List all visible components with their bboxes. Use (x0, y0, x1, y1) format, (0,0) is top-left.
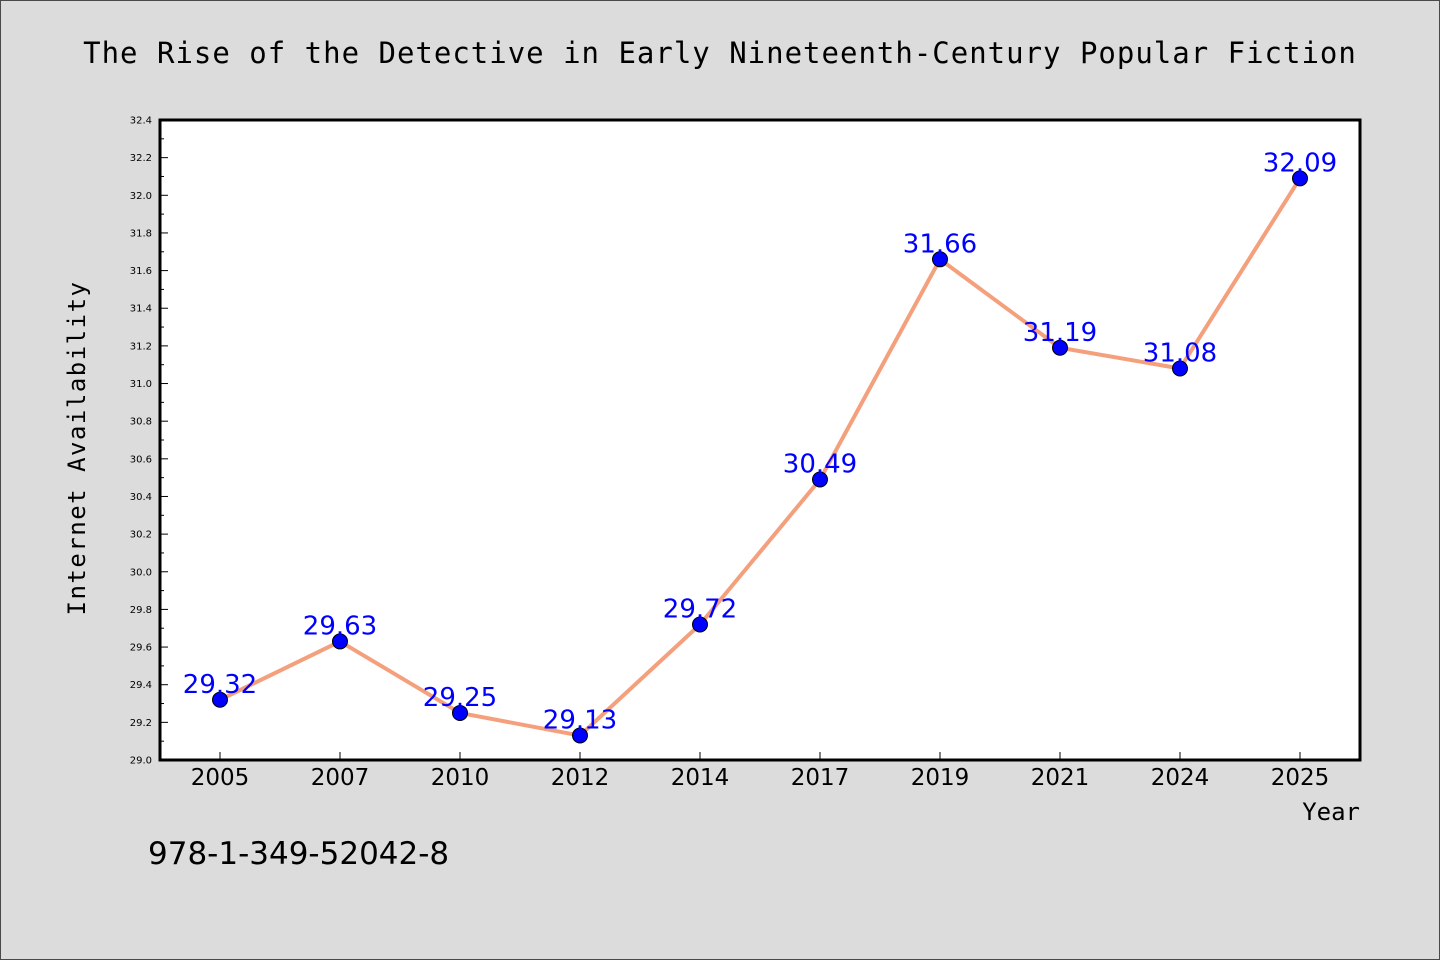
x-tick-label: 2019 (911, 765, 970, 791)
series-data-labels: 29.32 29.63 29.25 29.13 29.72 30.49 31.66 31.19… (183, 148, 1337, 735)
plot-border (158, 118, 1362, 762)
y-tick-label: 30.4 (130, 492, 152, 503)
data-label: 29.63 (303, 611, 377, 641)
data-label: 32.09 (1263, 148, 1337, 178)
data-point-marker (692, 616, 708, 633)
x-tick-label: 2014 (671, 765, 730, 791)
y-tick-label: 31.4 (130, 304, 152, 315)
x-tick-label: 2025 (1271, 765, 1330, 791)
x-axis-title: Year (1302, 798, 1360, 826)
data-label: 31.08 (1143, 338, 1217, 368)
y-tick-label: 31.0 (130, 379, 152, 390)
y-tick-label: 31.6 (130, 266, 152, 277)
data-label: 31.19 (1023, 318, 1097, 348)
data-point-marker (812, 471, 828, 488)
x-tick-label: 2021 (1031, 765, 1090, 791)
isbn-annotation: 978-1-349-52042-8 (148, 836, 449, 872)
y-tick-label: 30.6 (130, 454, 152, 465)
y-tick-label: 29.0 (130, 756, 152, 767)
data-label: 29.72 (663, 594, 737, 624)
series-line-path (219, 177, 1302, 738)
x-tick-label: 2007 (311, 765, 370, 791)
data-label: 29.32 (183, 670, 257, 700)
data-label: 31.66 (903, 229, 977, 259)
y-tick-label: 29.4 (130, 680, 152, 691)
y-tick-label: 29.8 (130, 605, 152, 616)
x-tick-label: 2012 (551, 765, 610, 791)
data-point-marker (332, 633, 348, 650)
data-point-marker (452, 704, 468, 721)
x-tick-label: 2010 (431, 765, 490, 791)
data-point-marker (1292, 170, 1308, 187)
y-tick-label: 32.0 (130, 191, 152, 202)
data-point-marker (212, 691, 228, 708)
y-tick-label: 31.8 (130, 228, 152, 239)
data-point-marker (932, 251, 948, 268)
x-tick-label: 2005 (191, 765, 250, 791)
x-tick-label: 2017 (791, 765, 850, 791)
x-axis-ticks: 2005 2007 2010 2012 2014 2017 2019 2021 2024 2025 (191, 752, 1330, 791)
data-label: 30.49 (783, 450, 857, 480)
y-tick-label: 30.2 (130, 530, 152, 541)
y-tick-label: 32.2 (130, 153, 152, 164)
plot-area (160, 120, 1360, 760)
y-tick-label: 31.2 (130, 341, 152, 352)
y-axis-ticks: 29.0 29.2 29.4 29.6 29.8 30.0 30.2 30.4 30.6 30.8… (130, 116, 168, 767)
y-tick-label: 30.8 (130, 417, 152, 428)
y-tick-label: 30.0 (130, 567, 152, 578)
y-tick-label: 29.6 (130, 643, 152, 654)
data-point-marker (1052, 339, 1068, 356)
y-tick-label: 32.4 (130, 116, 152, 127)
data-point-marker (1172, 360, 1188, 377)
y-tick-label: 29.2 (130, 718, 152, 729)
x-tick-label: 2024 (1151, 765, 1210, 791)
series-markers (212, 170, 1308, 744)
series-line (219, 177, 1302, 738)
data-point-marker (572, 727, 588, 744)
chart-title: The Rise of the Detective in Early Ninet… (83, 36, 1357, 70)
data-label: 29.13 (543, 706, 617, 736)
y-axis-title: Internet Availability (63, 281, 91, 616)
data-label: 29.25 (423, 683, 497, 713)
